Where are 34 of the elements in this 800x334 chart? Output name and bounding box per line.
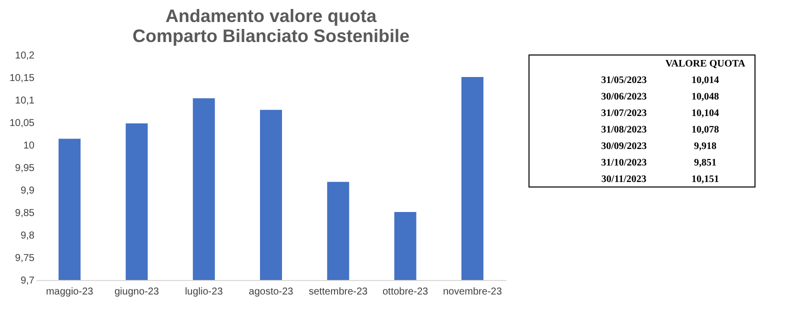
y-tick-label: 9,7 [20,276,35,286]
x-tick-label: luglio-23 [184,286,224,298]
text: 10,104 [692,108,720,119]
text: 10,151 [692,174,720,185]
text: 31/08/2023 [601,124,647,136]
text: VALORE QUOTA [665,58,746,70]
x-tick-label: agosto-23 [248,286,294,298]
text: 9,918 [694,140,717,152]
text: 10,048 [692,91,720,102]
text: 30/09/2023 [601,140,647,152]
y-tick-label: 10,15 [9,73,35,84]
text: 31/10/2023 [601,157,647,168]
x-tick-label: novembre-23 [442,286,502,298]
text: 31/05/2023 [601,74,647,86]
text: 31/07/2023 [601,108,647,119]
text: 9,851 [694,157,717,168]
text: 10,078 [692,124,720,136]
y-tick-label: 10 [23,140,35,152]
y-tick-label: 9,85 [15,208,35,219]
text: 30/06/2023 [601,91,647,102]
y-tick-label: 10,2 [15,50,35,62]
y-tick-label: 10,1 [15,96,35,106]
x-tick-label: settembre-23 [308,286,368,298]
chart-title: Andamento valore quota Comparto Bilanciato Sostenibile [132,6,410,46]
y-tick-label: 10,05 [9,118,35,129]
text: 30/11/2023 [601,174,646,185]
y-tick-label: 9,95 [15,163,35,174]
y-tick-label: 9,9 [20,186,35,196]
x-tick-label: ottobre-23 [382,286,429,298]
x-tick-label: maggio-23 [46,286,94,298]
text: 10,014 [692,74,720,86]
x-tick-label: giugno-23 [114,286,160,298]
y-tick-label: 9,75 [15,253,35,264]
y-tick-label: 9,8 [20,230,35,242]
